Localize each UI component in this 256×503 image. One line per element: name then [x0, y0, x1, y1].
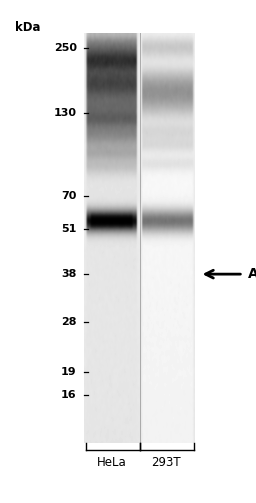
- Text: 250: 250: [54, 43, 77, 53]
- Text: HeLa: HeLa: [97, 456, 127, 469]
- Text: 16: 16: [61, 390, 77, 400]
- Text: 51: 51: [61, 224, 77, 234]
- Text: 28: 28: [61, 317, 77, 327]
- Text: 19: 19: [61, 367, 77, 377]
- Text: 38: 38: [61, 269, 77, 279]
- Text: 293T: 293T: [151, 456, 181, 469]
- Text: ATF1: ATF1: [248, 267, 256, 281]
- Text: kDa: kDa: [15, 21, 41, 34]
- Text: 70: 70: [61, 191, 77, 201]
- Text: 130: 130: [54, 108, 77, 118]
